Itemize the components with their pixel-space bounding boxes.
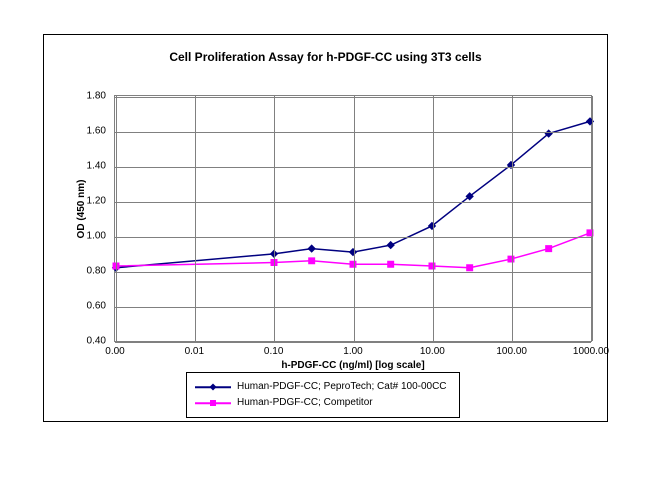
series-marker (309, 258, 315, 264)
series-marker (388, 261, 394, 267)
x-gridline (195, 96, 196, 341)
legend-item: Human-PDGF-CC; Competitor (195, 395, 451, 411)
series-marker (546, 246, 552, 252)
page: { "chart": { "type": "line", "title": "C… (0, 0, 650, 502)
x-gridline (116, 96, 117, 341)
series-marker (387, 242, 394, 249)
plot-area (114, 95, 592, 342)
legend-label: Human-PDGF-CC; Competitor (237, 395, 373, 411)
legend-item: Human-PDGF-CC; PeproTech; Cat# 100-00CC (195, 379, 451, 395)
x-gridline (274, 96, 275, 341)
square-marker-icon (208, 398, 218, 408)
y-gridline (115, 342, 591, 343)
legend: Human-PDGF-CC; PeproTech; Cat# 100-00CCH… (186, 372, 460, 418)
x-tick-label: 0.00 (105, 346, 124, 357)
x-gridline (592, 96, 593, 341)
legend-swatch (195, 381, 231, 393)
x-tick-label: 10.00 (420, 346, 445, 357)
x-gridline (433, 96, 434, 341)
diamond-marker-icon (208, 382, 218, 392)
x-tick-label: 100.00 (496, 346, 527, 357)
x-tick-label: 0.01 (185, 346, 204, 357)
y-axis-label: OD (450 nm) (76, 169, 87, 249)
x-gridline (354, 96, 355, 341)
x-tick-label: 0.10 (264, 346, 283, 357)
series-marker (467, 265, 473, 271)
x-gridline (512, 96, 513, 341)
x-tick-label: 1.00 (343, 346, 362, 357)
legend-label: Human-PDGF-CC; PeproTech; Cat# 100-00CC (237, 379, 447, 395)
x-tick-label: 1000.00 (573, 346, 609, 357)
legend-swatch (195, 397, 231, 409)
series-marker (308, 245, 315, 252)
chart-title: Cell Proliferation Assay for h-PDGF-CC u… (43, 50, 608, 64)
x-axis-label: h-PDGF-CC (ng/ml) [log scale] (114, 360, 592, 371)
